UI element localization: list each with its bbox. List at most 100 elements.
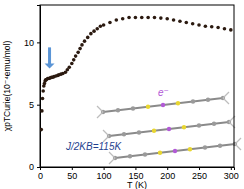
data-point	[108, 21, 112, 25]
data-point	[67, 66, 71, 70]
plot-frame	[40, 5, 234, 167]
data-point	[40, 109, 44, 113]
molecule-bond	[103, 130, 109, 136]
data-point	[204, 24, 208, 28]
arrow-head	[45, 64, 55, 69]
atom	[188, 147, 192, 151]
x-tick-mark	[167, 167, 168, 170]
atom	[197, 123, 201, 127]
atom	[206, 98, 210, 102]
atom	[137, 130, 141, 134]
data-point	[41, 97, 45, 101]
arrow-shaft	[48, 47, 51, 64]
x-tick: 250	[192, 167, 207, 181]
data-point	[92, 29, 96, 33]
x-tick-label: 250	[192, 171, 207, 181]
x-tick-label: 100	[97, 171, 112, 181]
molecule	[103, 116, 235, 142]
atom	[218, 144, 222, 148]
data-point	[178, 19, 182, 23]
molecule-backbone	[115, 144, 235, 158]
x-axis-line	[41, 168, 235, 171]
molecule-bond	[223, 92, 229, 98]
x-tick-mark	[199, 167, 200, 170]
data-point	[86, 36, 90, 40]
y-tick-mark	[37, 167, 40, 168]
molecule-backbone	[109, 122, 229, 136]
data-point	[223, 27, 227, 31]
annotation: J/2KB=115K	[65, 141, 122, 152]
molecule-bond	[235, 144, 241, 150]
data-point	[146, 16, 150, 20]
data-point	[121, 17, 125, 21]
x-tick-label: 200	[160, 171, 175, 181]
x-tick: 0	[38, 167, 43, 181]
y-tick-label: 10	[24, 38, 34, 48]
data-points	[40, 16, 233, 132]
y-tick-label: 5	[29, 100, 34, 110]
data-point	[78, 47, 82, 51]
molecule-bond	[109, 158, 115, 164]
y-axis-line	[37, 6, 41, 168]
atom	[128, 154, 132, 158]
atom	[212, 122, 216, 126]
data-point	[102, 23, 106, 27]
atom	[131, 106, 135, 110]
molecule-bond	[97, 106, 103, 112]
y-axis: 0 5 10	[24, 6, 41, 173]
atom	[173, 149, 177, 153]
atom	[182, 125, 186, 129]
x-tick-label: 0	[38, 171, 43, 181]
atom	[122, 132, 126, 136]
y-tick-mark	[37, 42, 40, 43]
data-point	[172, 18, 176, 22]
data-point	[127, 16, 131, 20]
data-point	[83, 39, 87, 43]
x-tick-mark	[72, 167, 73, 170]
data-point	[216, 26, 220, 30]
x-tick: 100	[97, 167, 112, 181]
data-point	[95, 27, 99, 31]
molecule-bond	[109, 152, 115, 158]
data-point	[210, 25, 214, 29]
y-tick: 0	[29, 162, 40, 172]
data-point	[99, 24, 103, 28]
data-point	[184, 21, 188, 25]
data-point	[165, 17, 169, 21]
data-point	[140, 16, 144, 20]
data-point	[153, 16, 157, 20]
x-tick: 50	[67, 167, 77, 181]
molecule	[109, 138, 241, 164]
molecule-backbone	[103, 98, 223, 112]
data-point	[40, 128, 43, 132]
data-point	[70, 62, 74, 66]
data-point	[76, 51, 80, 55]
data-point	[72, 58, 76, 62]
atom	[203, 145, 207, 149]
inset-molecules	[97, 92, 241, 164]
atom	[146, 105, 150, 109]
atom	[143, 152, 147, 156]
chart: 0501001502002503000510T (K)χpTCurie(10⁻⁴…	[0, 0, 244, 189]
x-tick-label: 50	[67, 171, 77, 181]
atom	[116, 108, 120, 112]
data-point	[229, 28, 233, 32]
data-point	[134, 16, 138, 20]
data-point	[197, 23, 201, 27]
y-tick: 10	[24, 38, 40, 48]
x-tick: 300	[224, 167, 239, 181]
y-axis-title: χpTCurie(10⁻⁴emu/mol)	[2, 41, 12, 132]
data-point	[191, 22, 195, 26]
data-point	[80, 43, 84, 47]
molecule-bond	[223, 98, 229, 104]
y-tick: 5	[29, 100, 40, 110]
atom	[191, 99, 195, 103]
data-point	[41, 89, 45, 93]
x-tick-label: 300	[224, 171, 239, 181]
atom	[167, 127, 171, 131]
atom	[161, 103, 165, 107]
data-point	[115, 18, 119, 22]
atom	[176, 101, 180, 105]
x-tick-mark	[231, 167, 232, 170]
atom	[152, 129, 156, 133]
